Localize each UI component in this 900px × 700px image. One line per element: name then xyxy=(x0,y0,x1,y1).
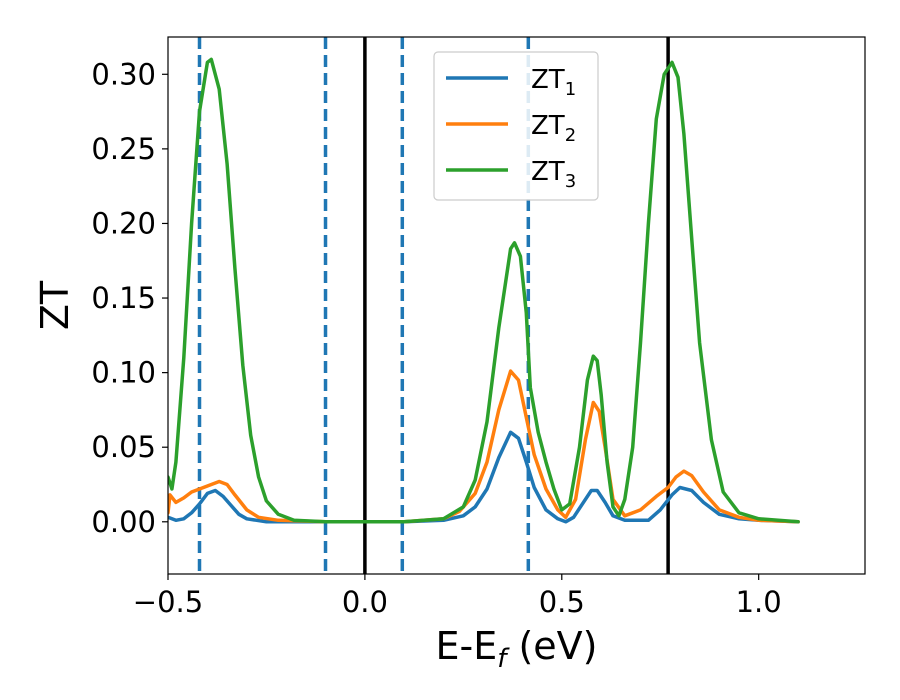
x-axis-title-main: E-E xyxy=(436,624,498,668)
legend-label-zt2: ZT2 xyxy=(531,111,576,146)
x-tick-label: 1.0 xyxy=(736,585,782,619)
series-layer xyxy=(168,57,800,524)
x-tick-label: −0.5 xyxy=(133,585,203,619)
legend-label-zt1: ZT1 xyxy=(531,65,576,100)
series-line-zt2 xyxy=(168,369,800,524)
x-tick-label: 0.0 xyxy=(342,585,388,619)
plot-frame xyxy=(167,36,866,575)
x-axis-title: E-Ef (eV) xyxy=(436,624,598,674)
legend: ZT1 ZT2 ZT3 xyxy=(433,51,599,201)
y-tick-label: 0.30 xyxy=(91,57,156,91)
legend-box xyxy=(433,51,599,201)
y-tick-label: 0.00 xyxy=(91,505,156,539)
series-line-zt1 xyxy=(168,430,800,524)
y-tick-label: 0.15 xyxy=(91,281,156,315)
y-axis-title: ZT xyxy=(33,280,77,330)
x-axis-title-unit: (eV) xyxy=(506,624,597,668)
y-tick-label: 0.10 xyxy=(91,356,156,390)
y-axis-ticks: 0.00 0.05 0.10 0.15 0.20 0.25 0.30 xyxy=(91,57,168,539)
y-tick-label: 0.20 xyxy=(91,206,156,240)
series-line-zt3 xyxy=(168,57,800,524)
legend-label-zt3: ZT3 xyxy=(531,157,576,192)
x-axis-ticks: −0.5 0.0 0.5 1.0 xyxy=(133,574,782,619)
vertical-lines xyxy=(197,37,670,574)
y-tick-label: 0.05 xyxy=(91,430,156,464)
x-tick-label: 0.5 xyxy=(539,585,585,619)
y-tick-label: 0.25 xyxy=(91,132,156,166)
